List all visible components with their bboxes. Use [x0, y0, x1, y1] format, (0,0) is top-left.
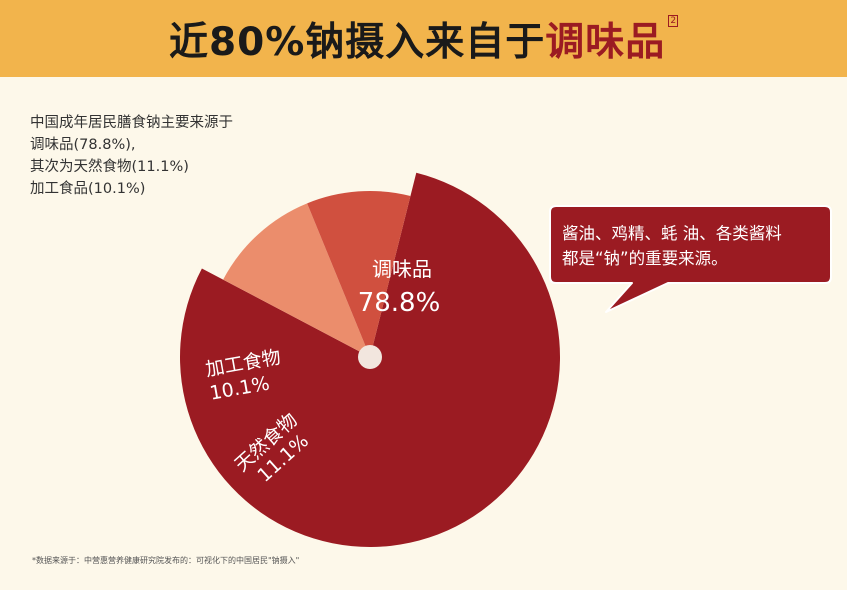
callout-line: 都是“钠”的重要来源。 — [562, 249, 728, 268]
callout-line: 酱油、鸡精、蚝 油、各类酱料 — [562, 224, 782, 243]
pie-slice-processed — [307, 190, 411, 357]
description-line: 调味品(78.8%), — [30, 137, 136, 153]
callout-text: 酱油、鸡精、蚝 油、各类酱料 都是“钠”的重要来源。 — [562, 221, 832, 271]
title-highlight: 调味品 — [545, 19, 666, 65]
title-banner: 近80%钠摄入来自于调味品 2 — [0, 0, 847, 77]
footnote: *数据来源于：中营惠营养健康研究院发布的：可视化下的中国居民"钠摄入" — [32, 556, 300, 565]
pie-slice-natural — [223, 203, 370, 357]
callout-bubble — [549, 205, 832, 313]
slice-label-condiment: 调味品 — [372, 257, 432, 281]
page-title: 近80%钠摄入来自于调味品 2 — [168, 11, 679, 67]
pie-center-dot — [358, 345, 382, 369]
title-main: 近80%钠摄入来自于 — [168, 19, 546, 65]
description-line: 其次为天然食物(11.1%) — [30, 159, 189, 175]
description: 中国成年居民膳食钠主要来源于 调味品(78.8%), 其次为天然食物(11.1%… — [30, 112, 360, 200]
reference-mark: 2 — [668, 14, 679, 27]
description-line: 中国成年居民膳食钠主要来源于 — [30, 115, 233, 131]
description-line: 加工食品(10.1%) — [30, 181, 146, 197]
slice-value-condiment: 78.8% — [358, 288, 441, 318]
